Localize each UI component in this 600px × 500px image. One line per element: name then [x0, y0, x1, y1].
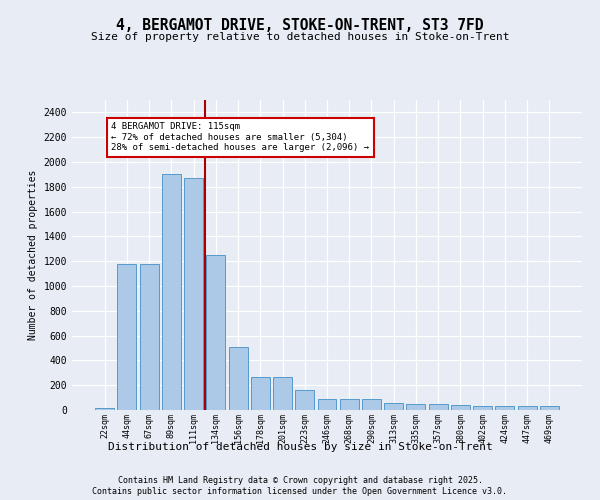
Bar [518, 406, 536, 410]
Bar [95, 408, 114, 410]
Bar [384, 403, 403, 410]
Bar [206, 255, 225, 410]
Bar [429, 404, 448, 410]
Bar [340, 399, 359, 410]
Bar [317, 399, 337, 410]
Bar [406, 404, 425, 410]
Bar [251, 376, 270, 410]
Bar [118, 264, 136, 410]
Bar [295, 390, 314, 410]
Bar [273, 376, 292, 410]
Bar [184, 178, 203, 410]
Bar [496, 406, 514, 410]
Y-axis label: Number of detached properties: Number of detached properties [28, 170, 38, 340]
Bar [451, 405, 470, 410]
Bar [162, 174, 181, 410]
Text: Contains public sector information licensed under the Open Government Licence v3: Contains public sector information licen… [92, 488, 508, 496]
Bar [540, 406, 559, 410]
Text: 4 BERGAMOT DRIVE: 115sqm
← 72% of detached houses are smaller (5,304)
28% of sem: 4 BERGAMOT DRIVE: 115sqm ← 72% of detach… [112, 122, 370, 152]
Bar [473, 406, 492, 410]
Bar [140, 264, 158, 410]
Bar [362, 399, 381, 410]
Text: 4, BERGAMOT DRIVE, STOKE-ON-TRENT, ST3 7FD: 4, BERGAMOT DRIVE, STOKE-ON-TRENT, ST3 7… [116, 18, 484, 32]
Text: Distribution of detached houses by size in Stoke-on-Trent: Distribution of detached houses by size … [107, 442, 493, 452]
Bar [229, 347, 248, 410]
Text: Size of property relative to detached houses in Stoke-on-Trent: Size of property relative to detached ho… [91, 32, 509, 42]
Text: Contains HM Land Registry data © Crown copyright and database right 2025.: Contains HM Land Registry data © Crown c… [118, 476, 482, 485]
